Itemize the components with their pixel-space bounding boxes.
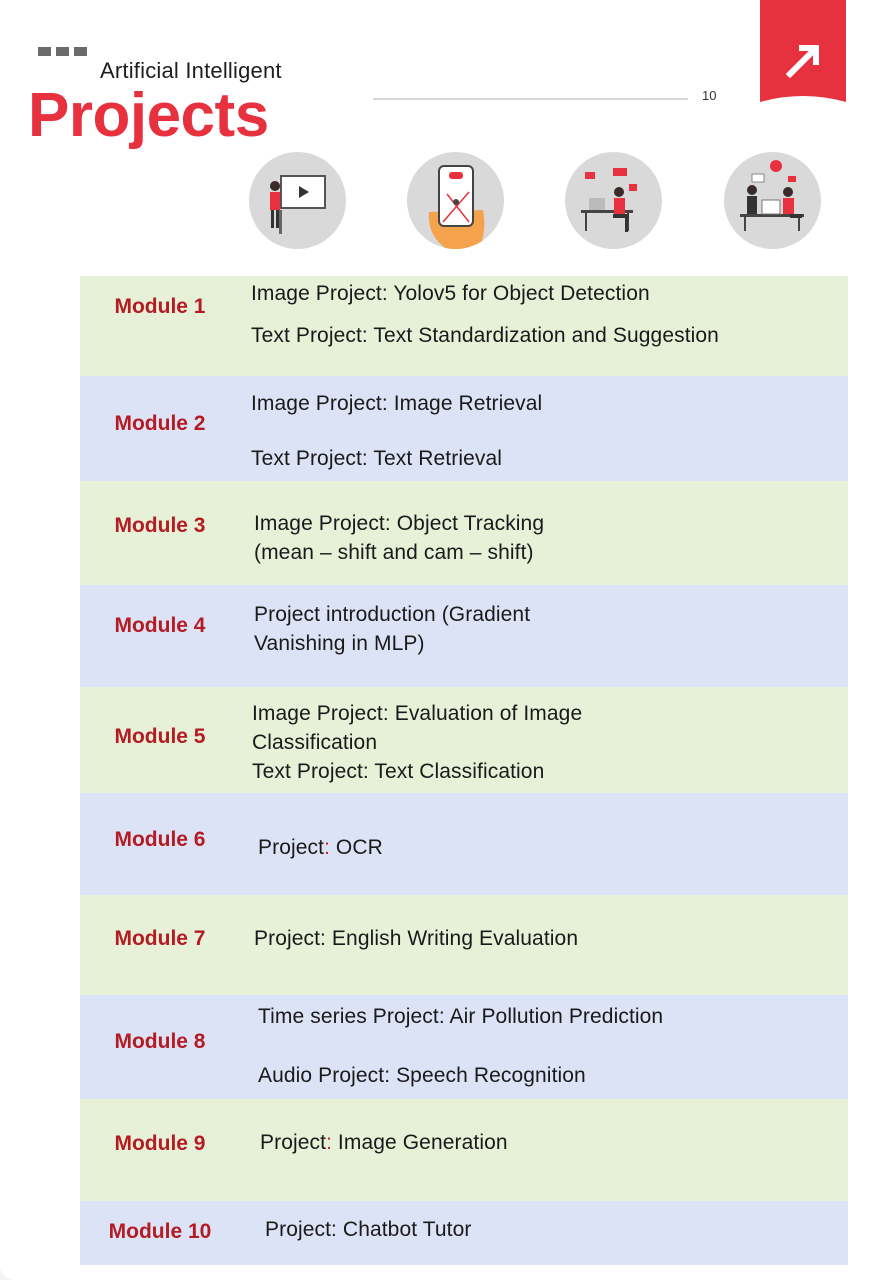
module-line: Project: Chatbot Tutor xyxy=(265,1218,472,1241)
module-line-colon: : xyxy=(324,836,330,859)
module-line-colon: : xyxy=(326,1131,332,1154)
module-label: Module 4 xyxy=(114,614,206,637)
decorative-squares xyxy=(38,47,87,56)
module-table: Module 1 Image Project: Yolov5 for Objec… xyxy=(80,276,848,1265)
module-row-7: Module 7 Project: English Writing Evalua… xyxy=(80,895,848,995)
workstation-icon xyxy=(565,152,662,249)
module-line: Image Project: Evaluation of Image xyxy=(252,702,583,725)
module-line-text: OCR xyxy=(330,836,383,859)
module-label: Module 6 xyxy=(114,828,206,851)
module-line: Project: OCR xyxy=(258,836,383,860)
page-title: Projects xyxy=(28,81,269,150)
module-label: Module 10 xyxy=(108,1220,212,1243)
module-line: Image Project: Yolov5 for Object Detecti… xyxy=(251,282,650,305)
module-row-6: Module 6 Project: OCR xyxy=(80,793,848,895)
module-line: Project: Image Generation xyxy=(260,1131,508,1155)
module-line-text: Project xyxy=(258,836,325,859)
module-line: Classification xyxy=(252,731,378,754)
bookmark-arrow-icon xyxy=(760,0,846,102)
module-row-1: Module 1 Image Project: Yolov5 for Objec… xyxy=(80,276,848,376)
module-row-10: Module 10 Project: Chatbot Tutor xyxy=(80,1201,848,1265)
header-subtitle: Artificial Intelligent xyxy=(100,58,282,83)
module-label: Module 5 xyxy=(114,725,206,748)
team-collaboration-icon xyxy=(724,152,821,249)
page-number: 10 xyxy=(702,88,717,103)
module-line-text: Project xyxy=(260,1131,327,1154)
module-line: Text Project: Text Retrieval xyxy=(251,447,503,470)
module-line: Image Project: Object Tracking xyxy=(254,512,545,535)
module-line: Project: English Writing Evaluation xyxy=(254,927,579,950)
module-label: Module 8 xyxy=(114,1030,206,1053)
module-line: Audio Project: Speech Recognition xyxy=(258,1064,586,1087)
illustration-row xyxy=(249,152,821,250)
header-divider xyxy=(373,98,688,100)
module-label: Module 1 xyxy=(114,295,206,318)
module-row-5: Module 5 Image Project: Evaluation of Im… xyxy=(80,687,848,793)
module-line: Vanishing in MLP) xyxy=(254,632,425,655)
smartphone-icon xyxy=(407,152,504,249)
module-label: Module 3 xyxy=(114,514,206,537)
module-label: Module 2 xyxy=(114,412,206,435)
module-row-3: Module 3 Image Project: Object Tracking … xyxy=(80,481,848,585)
module-line: (mean – shift and cam – shift) xyxy=(254,541,534,564)
module-row-8: Module 8 Time series Project: Air Pollut… xyxy=(80,995,848,1099)
module-label: Module 7 xyxy=(114,927,206,950)
module-line-text: Image Generation xyxy=(332,1131,508,1154)
module-line: Project introduction (Gradient xyxy=(254,603,531,626)
module-line: Time series Project: Air Pollution Predi… xyxy=(258,1005,664,1028)
module-row-2: Module 2 Image Project: Image Retrieval … xyxy=(80,376,848,481)
module-line: Text Project: Text Standardization and S… xyxy=(251,324,719,347)
module-line: Image Project: Image Retrieval xyxy=(251,392,543,415)
presentation-icon xyxy=(249,152,346,249)
module-label: Module 9 xyxy=(114,1132,206,1155)
module-line: Text Project: Text Classification xyxy=(252,760,545,783)
module-row-4: Module 4 Project introduction (Gradient … xyxy=(80,585,848,687)
module-row-9: Module 9 Project: Image Generation xyxy=(80,1099,848,1201)
